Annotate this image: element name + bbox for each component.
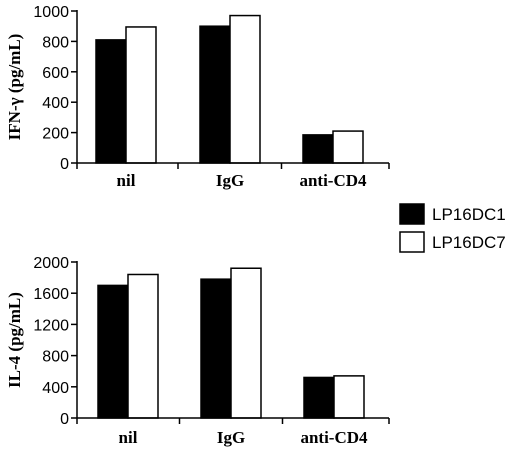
category-label-anti-cd4: anti-CD4 — [299, 171, 367, 190]
bar-lp16dc7-anti-cd4 — [332, 130, 364, 164]
legend-swatch-lp16dc1 — [399, 203, 425, 225]
il-4-chart: 0 400 800 1200 1600 2000 nil IgG anti-CD4 IL-4 (p… — [5, 255, 390, 447]
y-tick-label-800: 800 — [42, 349, 69, 366]
bar-lp16dc7-anti-cd4 — [333, 375, 365, 419]
bar-lp16dc1-anti-cd4 — [303, 376, 335, 419]
bar-lp16dc7-nil — [127, 273, 159, 419]
y-axis-title: IFN-γ (pg/mL) — [5, 34, 24, 141]
bar-lp16dc1-nil — [95, 39, 127, 164]
bar-lp16dc7-igg — [230, 267, 262, 419]
y-tick-label-1600: 1600 — [33, 286, 69, 303]
y-tick-label-2000: 2000 — [33, 255, 69, 272]
category-label-nil: nil — [117, 171, 136, 190]
category-label-nil: nil — [119, 428, 138, 447]
legend-label-lp16dc7: LP16DC7 — [432, 233, 506, 252]
bar-lp16dc7-igg — [229, 14, 261, 164]
y-tick-label-600: 600 — [42, 65, 69, 82]
category-label-anti-cd4: anti-CD4 — [300, 428, 368, 447]
y-tick-label-400: 400 — [42, 380, 69, 397]
legend: LP16DC1 LP16DC7 — [399, 203, 506, 253]
y-tick-label-800: 800 — [42, 34, 69, 51]
bar-lp16dc1-nil — [97, 284, 129, 419]
y-tick-label-400: 400 — [42, 95, 69, 112]
ifn-gamma-chart: 0 200 400 600 800 1000 nil IgG anti-CD4 IFN-γ (pg… — [5, 4, 390, 190]
bar-lp16dc1-igg — [200, 278, 232, 419]
y-tick-label-0: 0 — [60, 156, 69, 173]
y-tick-label-1000: 1000 — [33, 4, 69, 21]
category-label-igg: IgG — [216, 171, 244, 190]
bar-lp16dc7-nil — [125, 26, 157, 164]
legend-swatch-lp16dc7 — [399, 231, 425, 253]
bar-lp16dc1-anti-cd4 — [302, 134, 334, 164]
y-tick-label-0: 0 — [60, 411, 69, 428]
y-tick-label-1200: 1200 — [33, 317, 69, 334]
legend-label-lp16dc1: LP16DC1 — [432, 205, 506, 224]
y-tick-label-200: 200 — [42, 126, 69, 143]
y-axis-title: IL-4 (pg/mL) — [5, 292, 24, 388]
bar-lp16dc1-igg — [199, 25, 231, 164]
category-label-igg: IgG — [217, 428, 245, 447]
